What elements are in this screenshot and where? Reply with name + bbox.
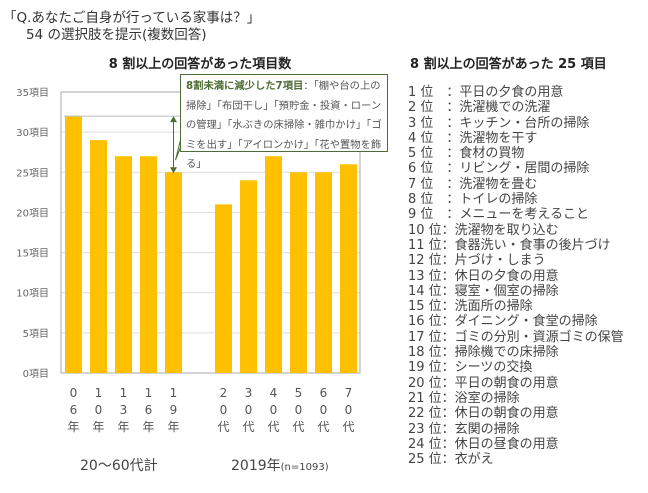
x-tick-label: 4 — [270, 386, 278, 400]
bar — [215, 204, 232, 373]
bar-chart: 0項目5項目10項目15項目20項目25項目30項目35項目06年10年13年1… — [16, 87, 361, 434]
ranking-item: 6 位 ：リビング・居間の掃除 — [408, 161, 590, 177]
x-tick-label: 年 — [67, 420, 79, 434]
ranking-title: 8 割以上の回答があった 25 項目 — [410, 57, 607, 72]
x-tick-label: 6 — [320, 386, 328, 400]
bar — [240, 180, 257, 373]
x-tick-label: 7 — [345, 386, 353, 400]
group-label-2019-text: 2019年 — [231, 458, 281, 474]
x-tick-label: 0 — [95, 403, 103, 417]
ranking-item: 25 位：衣がえ — [408, 452, 494, 468]
ranking-item: 3 位 ：キッチン・台所の掃除 — [408, 115, 590, 131]
x-tick-label: 6 — [145, 403, 153, 417]
ranking-item: 21 位：浴室の掃除 — [408, 390, 520, 406]
question-subtitle: 54 の選択肢を提示(複数回答) — [26, 27, 207, 43]
x-tick-label: 1 — [95, 386, 103, 400]
x-tick-label: 1 — [170, 386, 178, 400]
x-tick-label: 0 — [245, 403, 253, 417]
ranking-item: 11 位：食器洗い・食事の後片づけ — [408, 237, 611, 253]
x-tick-label: 0 — [345, 403, 353, 417]
y-tick-label: 25項目 — [16, 167, 49, 179]
annotation-text: ：「棚や台の上の掃除」「布団干し」「預貯金・投資・ローンの管理」「水ぶきの床掃除… — [186, 80, 382, 170]
group-label-2019: 2019年(n=1093) — [231, 455, 329, 475]
bar — [340, 164, 357, 373]
ranking-item: 20 位：平日の朝食の用意 — [408, 375, 559, 391]
x-tick-label: 代 — [317, 420, 329, 434]
ranking-item: 23 位：玄関の掃除 — [408, 421, 520, 437]
y-tick-label: 35項目 — [16, 87, 49, 99]
arrow-up-icon — [170, 116, 177, 123]
ranking-item: 7 位 ：洗濯物を畳む — [408, 176, 538, 192]
x-tick-label: 代 — [342, 420, 354, 434]
x-tick-label: 1 — [145, 386, 153, 400]
x-tick-label: 2 — [220, 386, 228, 400]
x-tick-label: 1 — [120, 386, 128, 400]
x-tick-label: 5 — [295, 386, 303, 400]
ranking-item: 1 位 ：平日の夕食の用意 — [408, 85, 564, 100]
arrow-down-icon — [170, 167, 177, 174]
question-title: 「Q.あなたご自身が行っている家事は？」 — [3, 10, 261, 26]
x-tick-label: 代 — [267, 420, 279, 434]
chart-title: 8 割以上の回答があった項目数 — [108, 57, 292, 72]
ranking-item: 13 位：休日の夕食の用意 — [408, 268, 559, 284]
x-tick-label: 代 — [292, 420, 304, 434]
bar — [65, 116, 82, 373]
x-tick-label: 0 — [295, 403, 303, 417]
sample-size: (n=1093) — [280, 462, 329, 473]
y-tick-label: 15項目 — [16, 248, 49, 260]
x-tick-label: 年 — [142, 420, 154, 434]
ranking-item: 10 位：洗濯物を取り込む — [408, 222, 559, 238]
y-tick-label: 20項目 — [16, 207, 49, 219]
ranking-item: 8 位 ：トイレの掃除 — [408, 192, 538, 208]
x-tick-label: 0 — [270, 403, 278, 417]
y-tick-label: 10項目 — [16, 288, 49, 300]
ranking-item: 5 位 ：食材の買物 — [408, 146, 525, 162]
x-tick-label: 代 — [217, 420, 229, 434]
ranking-item: 24 位：休日の昼食の用意 — [408, 436, 559, 452]
ranking-item: 2 位 ：洗濯機での洗濯 — [408, 100, 551, 116]
bar — [140, 156, 157, 373]
bar — [265, 156, 282, 373]
ranking-item: 17 位：ゴミの分別・資源ゴミの保管 — [408, 329, 624, 345]
x-tick-label: 6 — [70, 403, 78, 417]
ranking-item: 9 位 ：メニューを考えること — [408, 207, 590, 223]
annotation-callout: 8割未満に減少した7項目：「棚や台の上の掃除」「布団干し」「預貯金・投資・ローン… — [180, 74, 388, 170]
ranking-item: 4 位 ：洗濯物を干す — [408, 130, 538, 146]
bar — [165, 172, 182, 373]
y-tick-label: 0項目 — [23, 368, 49, 380]
ranking-item: 22 位：休日の朝食の用意 — [408, 406, 559, 422]
x-tick-label: 9 — [170, 403, 178, 417]
bar — [290, 172, 307, 373]
x-tick-label: 3 — [245, 386, 253, 400]
ranking-item: 14 位：寝室・個室の掃除 — [408, 283, 559, 299]
x-tick-label: 0 — [70, 386, 78, 400]
x-tick-label: 代 — [242, 420, 254, 434]
ranking-item: 19 位：シーツの交換 — [408, 360, 533, 376]
y-tick-label: 5項目 — [23, 328, 49, 340]
bar — [90, 140, 107, 373]
ranking-item: 15 位：洗面所の掃除 — [408, 299, 533, 315]
x-tick-label: 3 — [120, 403, 128, 417]
x-tick-label: 年 — [117, 420, 129, 434]
ranking-item: 18 位：掃除機での床掃除 — [408, 345, 559, 361]
ranking-list: 1 位 ：平日の夕食の用意 2 位 ：洗濯機での洗濯 3 位 ：キッチン・台所の掃除… — [408, 85, 624, 467]
x-tick-label: 0 — [220, 403, 228, 417]
annotation-heading: 8割未満に減少した7項目 — [186, 80, 304, 92]
ranking-item: 12 位：片づけ・しまう — [408, 253, 546, 269]
bar — [315, 172, 332, 373]
group-label-trend: 20～60代計 — [80, 458, 158, 474]
x-tick-label: 年 — [167, 420, 179, 434]
bar — [115, 156, 132, 373]
ranking-item: 16 位：ダイニング・食堂の掃除 — [408, 314, 598, 330]
x-tick-label: 年 — [92, 420, 104, 434]
x-tick-label: 0 — [320, 403, 328, 417]
y-tick-label: 30項目 — [16, 127, 49, 139]
